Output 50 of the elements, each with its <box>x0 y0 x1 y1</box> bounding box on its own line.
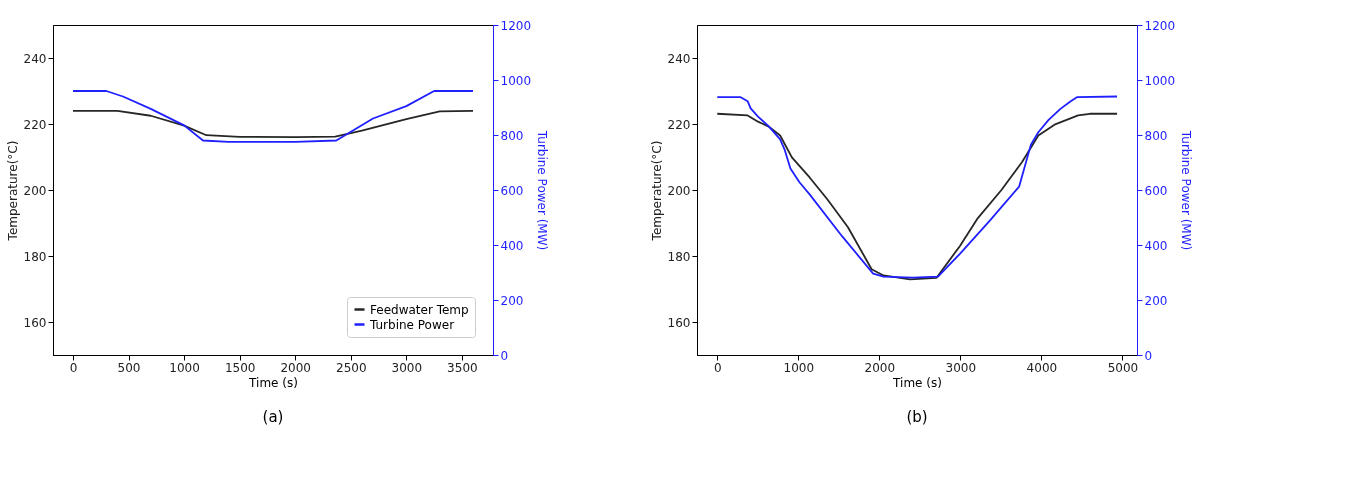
y2-tick-label: 600 <box>1144 183 1168 198</box>
y-tick-label: 200 <box>667 183 691 198</box>
legend-label: Feedwater Temp <box>370 302 469 317</box>
y2-tick-label: 400 <box>500 238 524 253</box>
y2-tick-label: 200 <box>1144 293 1168 308</box>
y2-tick-label: 400 <box>1144 238 1168 253</box>
x-tick-label: 500 <box>117 360 141 375</box>
legend-label: Turbine Power <box>369 317 455 332</box>
y2-tick-label: 1000 <box>500 73 532 88</box>
y2-tick-label: 800 <box>500 128 524 143</box>
y-tick-label: 200 <box>23 183 47 198</box>
y2-tick-label: 1200 <box>500 18 532 33</box>
text: (b) <box>906 408 928 426</box>
x-tick-label: 0 <box>713 360 722 375</box>
y-tick-label: 220 <box>667 117 691 132</box>
x-tick-label: 3000 <box>945 360 977 375</box>
x-tick-label: 5000 <box>1107 360 1139 375</box>
y-tick-label: 240 <box>23 51 47 66</box>
y-axis-title: Temperature(°C) <box>649 140 664 242</box>
x-tick-label: 3000 <box>391 360 423 375</box>
x-tick-label: 4000 <box>1026 360 1058 375</box>
x-tick-label: 1000 <box>783 360 815 375</box>
y-tick-label: 160 <box>23 315 47 330</box>
y2-axis-title: Turbine Power (MW) <box>1179 129 1194 251</box>
x-tick-label: 2000 <box>864 360 896 375</box>
y-tick-label: 160 <box>667 315 691 330</box>
x-tick-label: 1500 <box>224 360 256 375</box>
x-tick-label: 3500 <box>447 360 478 375</box>
y2-tick-label: 800 <box>1144 128 1168 143</box>
x-tick-label: 2500 <box>336 360 367 375</box>
line-series <box>72 90 474 143</box>
y-tick-label: 180 <box>23 249 47 264</box>
x-tick-label: 0 <box>69 360 78 375</box>
text: (a) <box>262 408 284 426</box>
x-tick-label: 1000 <box>169 360 200 375</box>
y2-tick-label: 200 <box>500 293 524 308</box>
y2-tick-label: 1200 <box>1144 18 1176 33</box>
y2-tick-label: 600 <box>500 183 524 198</box>
y2-tick-label: 1000 <box>1144 73 1176 88</box>
y-tick-label: 220 <box>23 117 47 132</box>
y-axis-title: Temperature(°C) <box>5 140 20 242</box>
x-tick-label: 2000 <box>280 360 311 375</box>
y2-axis-title: Turbine Power (MW) <box>535 129 550 251</box>
x-axis-title: Time (s) <box>248 375 298 390</box>
y-tick-label: 180 <box>667 249 691 264</box>
x-axis-title: Time (s) <box>892 375 942 390</box>
y2-tick-label: 0 <box>1144 348 1153 363</box>
y-tick-label: 240 <box>667 51 691 66</box>
line-series <box>72 109 474 139</box>
y2-tick-label: 0 <box>500 348 509 363</box>
